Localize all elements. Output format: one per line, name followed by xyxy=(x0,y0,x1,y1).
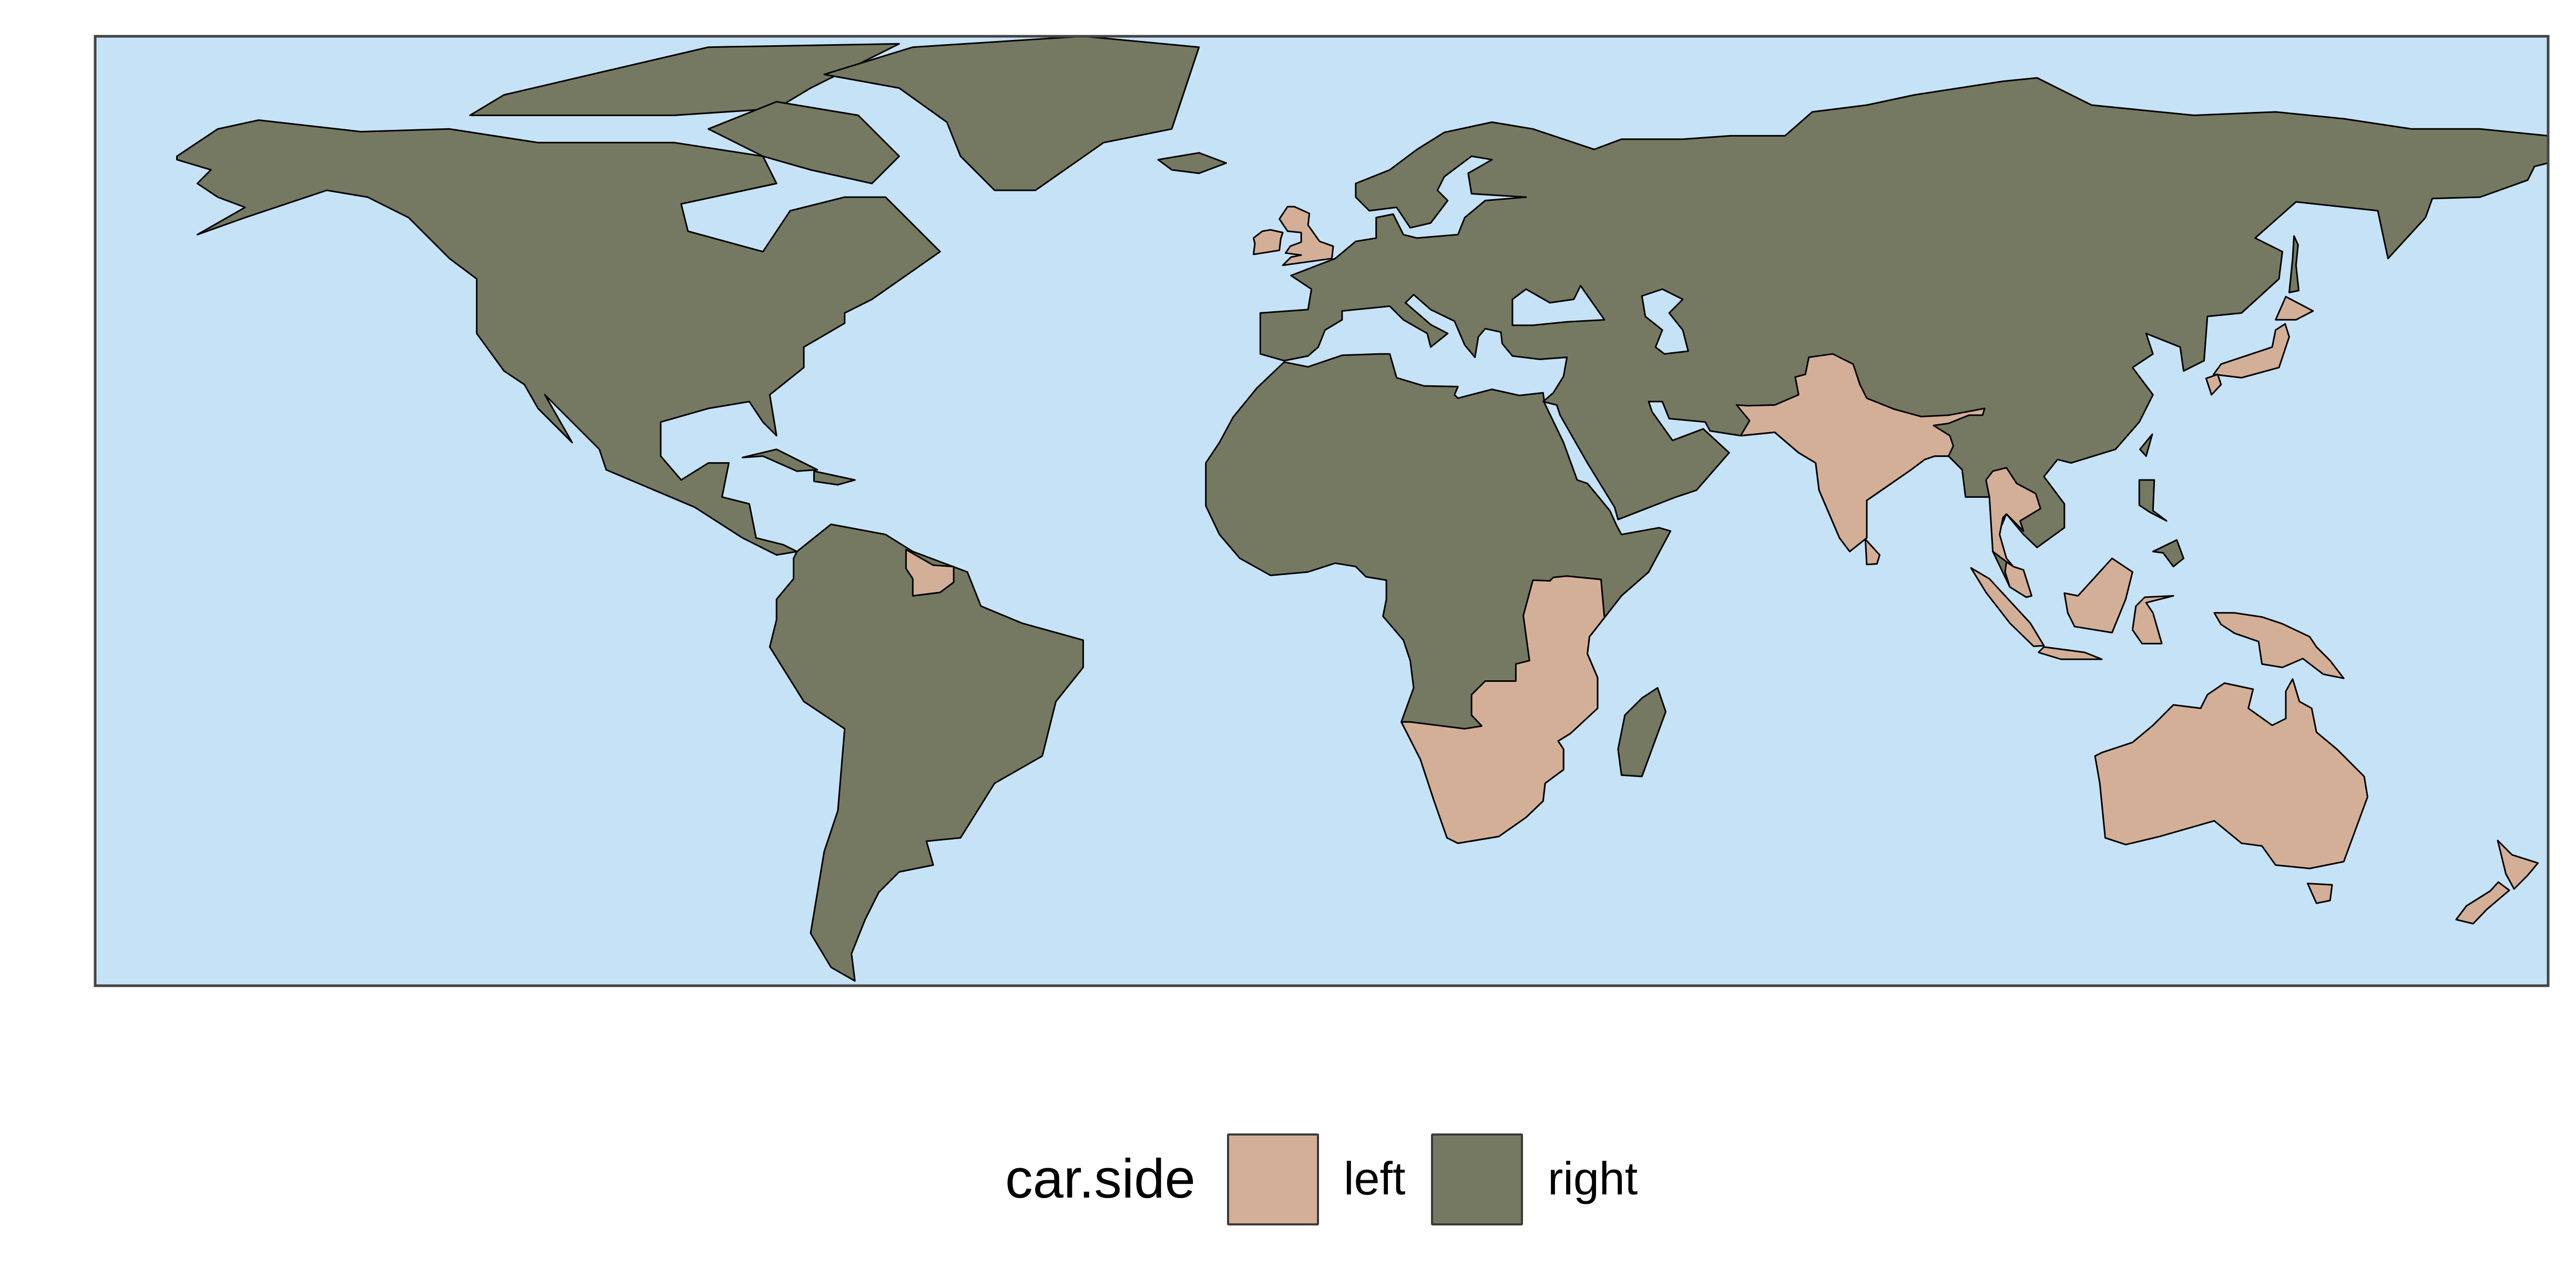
region-tasmania xyxy=(2307,883,2333,904)
region-baffin-island xyxy=(708,101,900,185)
region-sulawesi xyxy=(2131,595,2174,645)
region-south-asia xyxy=(1735,353,1986,553)
region-taiwan xyxy=(2139,433,2153,457)
region-south-america xyxy=(769,523,1084,982)
region-sumatra xyxy=(1970,567,2045,647)
region-iceland xyxy=(1157,152,1227,175)
region-southern-east-africa xyxy=(1401,575,1606,844)
region-caspian-sea xyxy=(1641,288,1689,355)
region-hispaniola xyxy=(813,470,856,486)
region-guyana-suriname xyxy=(905,548,955,597)
region-kyushu xyxy=(2205,373,2222,396)
region-cuba xyxy=(741,448,819,472)
region-ireland xyxy=(1252,229,1284,255)
region-new-zealand-north xyxy=(2497,840,2539,890)
region-malay-peninsula xyxy=(2004,561,2032,598)
region-new-zealand-south xyxy=(2455,881,2510,925)
region-madagascar xyxy=(1617,687,1667,778)
region-new-guinea xyxy=(2213,612,2345,679)
region-luzon xyxy=(2138,479,2168,522)
region-great-britain xyxy=(1279,206,1334,267)
region-java xyxy=(2038,646,2103,660)
region-sakhalin xyxy=(2288,235,2300,293)
region-honshu xyxy=(2213,323,2290,379)
region-greenland xyxy=(823,36,1200,191)
region-north-america xyxy=(176,119,941,556)
region-hokkaido xyxy=(2275,295,2314,321)
panel-border xyxy=(94,35,2550,987)
region-borneo xyxy=(2063,557,2133,633)
region-eurasia xyxy=(1259,77,2548,597)
region-black-sea xyxy=(1511,285,1606,326)
region-mindanao xyxy=(2152,539,2185,568)
region-australia xyxy=(2094,678,2368,870)
region-sri-lanka xyxy=(1864,538,1880,566)
